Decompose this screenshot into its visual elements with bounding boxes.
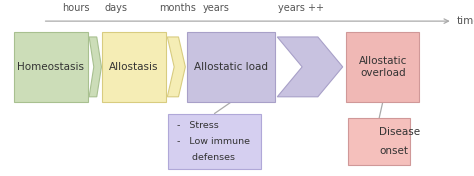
Text: defenses: defenses — [177, 153, 235, 162]
Polygon shape — [277, 37, 343, 97]
FancyBboxPatch shape — [102, 32, 166, 102]
Text: months: months — [159, 3, 196, 13]
Text: onset: onset — [379, 146, 408, 156]
FancyBboxPatch shape — [168, 114, 261, 169]
Text: Allostatic
overload: Allostatic overload — [358, 56, 407, 78]
FancyBboxPatch shape — [348, 118, 410, 165]
FancyBboxPatch shape — [346, 32, 419, 102]
Text: days: days — [105, 3, 128, 13]
Text: Homeostasis: Homeostasis — [18, 62, 84, 72]
Text: Allostasis: Allostasis — [109, 62, 159, 72]
Text: hours: hours — [62, 3, 90, 13]
Text: -   Low immune: - Low immune — [177, 137, 250, 146]
Text: timeline: timeline — [456, 16, 474, 26]
Polygon shape — [89, 37, 101, 97]
FancyBboxPatch shape — [187, 32, 275, 102]
Text: Disease: Disease — [379, 127, 420, 137]
Polygon shape — [167, 37, 185, 97]
Text: years: years — [202, 3, 229, 13]
Text: -   Stress: - Stress — [177, 121, 219, 130]
Text: Allostatic load: Allostatic load — [194, 62, 268, 72]
Text: years ++: years ++ — [278, 3, 324, 13]
FancyBboxPatch shape — [14, 32, 88, 102]
